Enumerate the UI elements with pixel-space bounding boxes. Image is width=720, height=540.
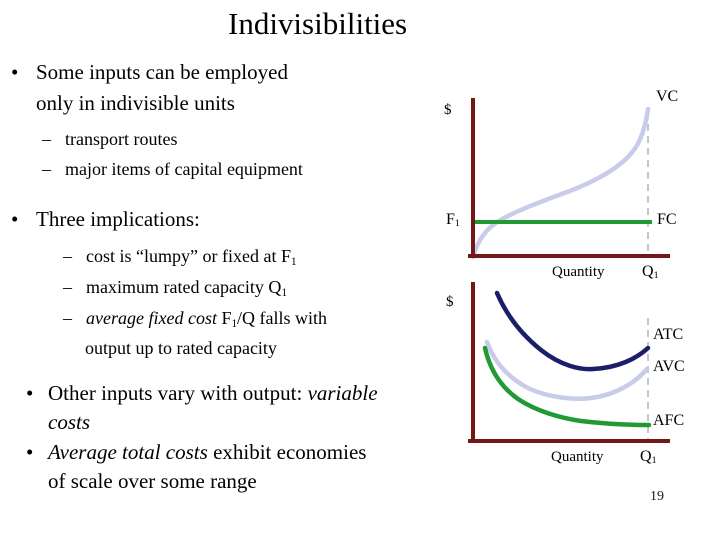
subbullet-text: cost is “lumpy” or fixed at F bbox=[86, 246, 291, 266]
bullet-icon: • bbox=[11, 60, 19, 84]
bullet-some-inputs: • Some inputs can be employed bbox=[11, 60, 288, 85]
subbullet-text: maximum rated capacity Q bbox=[86, 277, 282, 297]
subscript: 1 bbox=[281, 286, 288, 299]
q1-tick-label: Q1 bbox=[642, 263, 659, 281]
q1-sub: 1 bbox=[653, 270, 659, 282]
vc-curve bbox=[470, 106, 651, 260]
page-number: 19 bbox=[650, 489, 664, 504]
bullet-three-implications: • Three implications: bbox=[11, 207, 200, 232]
bullet-text: exhibit economies bbox=[207, 440, 367, 464]
subbullet-text: major items of capital equipment bbox=[65, 159, 303, 179]
bullet-text: Three implications: bbox=[36, 207, 200, 231]
bullet-variable-costs: • Other inputs vary with output: variable bbox=[26, 381, 378, 406]
page-title: Indivisibilities bbox=[228, 6, 408, 41]
dollar-axis-label: $ bbox=[446, 294, 454, 310]
dash-icon: – bbox=[42, 159, 51, 179]
q1-main: Q bbox=[640, 448, 652, 465]
total-cost-chart bbox=[468, 98, 670, 260]
avc-curve bbox=[484, 339, 650, 401]
bullet-average-total-costs-line2: of scale over some range bbox=[48, 469, 257, 494]
q1-tick-label: Q1 bbox=[640, 448, 657, 466]
bullet-icon: • bbox=[26, 381, 34, 405]
subbullet-average-fixed-cost: – average fixed cost F1/Q falls with bbox=[63, 308, 327, 330]
f1-tick-label: F1 bbox=[446, 211, 460, 229]
subbullet-text: output up to rated capacity bbox=[85, 338, 277, 358]
subscript: 1 bbox=[290, 255, 297, 268]
atc-curve-label: ATC bbox=[653, 326, 684, 343]
atc-curve bbox=[494, 290, 651, 372]
dash-icon: – bbox=[63, 277, 72, 297]
subscript: 1 bbox=[231, 317, 238, 330]
bullet-variable-costs-line2: costs bbox=[48, 410, 90, 435]
average-cost-chart bbox=[468, 282, 670, 443]
f1-sub: 1 bbox=[454, 218, 460, 230]
quantity-axis-label: Quantity bbox=[552, 264, 605, 280]
dash-icon: – bbox=[42, 129, 51, 149]
subbullet-rated-capacity: – maximum rated capacity Q1 bbox=[63, 277, 287, 299]
bullet-text: Some inputs can be employed bbox=[36, 60, 288, 84]
subbullet-transport-routes: – transport routes bbox=[42, 129, 177, 151]
bullet-text: of scale over some range bbox=[48, 469, 257, 493]
quantity-axis-label: Quantity bbox=[551, 449, 604, 465]
bullet-average-total-costs: • Average total costs exhibit economies bbox=[26, 440, 366, 465]
bullet-text-italic: Average total costs bbox=[48, 440, 208, 464]
dash-icon: – bbox=[63, 308, 72, 328]
f1-main: F bbox=[446, 211, 455, 228]
avc-curve-label: AVC bbox=[653, 358, 685, 375]
bullet-text-italic: costs bbox=[48, 410, 90, 434]
subbullet-text: F bbox=[216, 308, 232, 328]
afc-curve-label: AFC bbox=[653, 412, 685, 429]
bullet-some-inputs-line2: only in indivisible units bbox=[36, 91, 235, 116]
subbullet-capital-equipment: – major items of capital equipment bbox=[42, 159, 303, 181]
dollar-axis-label: $ bbox=[444, 102, 452, 118]
subbullet-text: /Q falls with bbox=[237, 308, 328, 328]
bullet-text-italic: variable bbox=[307, 381, 378, 405]
bullet-text: Other inputs vary with output: bbox=[48, 381, 308, 405]
subbullet-average-fixed-cost-line2: output up to rated capacity bbox=[85, 338, 277, 360]
bullet-icon: • bbox=[26, 440, 34, 464]
subbullet-text-italic: average fixed cost bbox=[86, 308, 217, 328]
subbullet-text: transport routes bbox=[65, 129, 178, 149]
bullet-text: only in indivisible units bbox=[36, 91, 235, 115]
dash-icon: – bbox=[63, 246, 72, 266]
afc-curve bbox=[482, 345, 652, 428]
q1-sub: 1 bbox=[651, 455, 657, 467]
subbullet-lumpy-cost: – cost is “lumpy” or fixed at F1 bbox=[63, 246, 297, 268]
fc-line-label: FC bbox=[657, 211, 677, 228]
bullet-icon: • bbox=[11, 207, 19, 231]
q1-main: Q bbox=[642, 263, 654, 280]
vc-curve-label: VC bbox=[656, 88, 679, 105]
